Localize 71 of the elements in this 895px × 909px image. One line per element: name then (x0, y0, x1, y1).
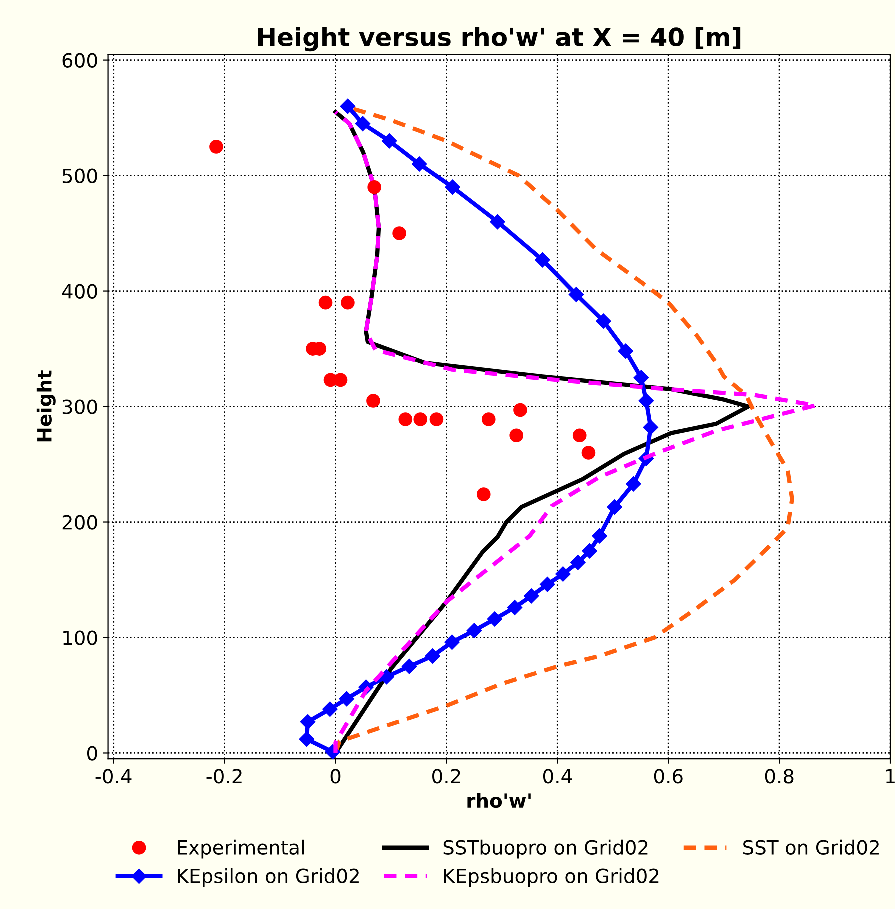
point (596, 314, 612, 329)
point (490, 214, 506, 230)
point (412, 156, 428, 172)
point (643, 420, 658, 436)
point (425, 648, 440, 664)
y-tick-label: 200 (62, 515, 98, 530)
point (482, 412, 496, 426)
y-tick-label: 500 (62, 168, 98, 184)
point (300, 714, 316, 730)
point (487, 612, 503, 627)
point (556, 566, 571, 582)
point (414, 412, 428, 426)
x-tick-label: 0.6 (654, 769, 683, 784)
x-tick-label: 0.8 (765, 769, 794, 784)
point (430, 412, 444, 426)
point (618, 344, 634, 359)
point (592, 528, 608, 544)
point (638, 393, 654, 409)
x-tick-label: 0.4 (543, 769, 572, 784)
x-tick-label: -0.4 (96, 769, 132, 784)
point (607, 500, 622, 515)
x-axis-title: rho'w' (468, 793, 531, 808)
point (210, 140, 224, 154)
point (341, 296, 355, 310)
point (524, 588, 540, 604)
point (570, 555, 586, 570)
legend-label: SST on Grid02 (744, 840, 879, 855)
x-tick-label: -0.2 (206, 769, 242, 784)
point (634, 370, 649, 386)
point (366, 394, 380, 408)
point (540, 577, 556, 592)
point (445, 180, 460, 195)
point (568, 287, 584, 302)
point (507, 600, 523, 616)
point (340, 98, 356, 114)
point (626, 476, 642, 492)
point (318, 296, 333, 310)
x-tick-label: 0 (330, 769, 341, 784)
point (510, 428, 524, 443)
legend-label: KEpsilon on Grid02 (178, 868, 359, 888)
x-tick-label: 1 (886, 769, 895, 784)
point (535, 252, 550, 268)
point (339, 691, 354, 707)
y-tick-label: 300 (62, 400, 98, 414)
y-axis-title: Height (36, 370, 56, 442)
legend-label: Experimental (178, 840, 304, 859)
legend-label: SSTbuopro on Grid02 (444, 840, 648, 859)
point (402, 659, 418, 674)
point (466, 623, 482, 638)
y-tick-label: 0 (87, 746, 98, 761)
point (355, 116, 371, 132)
point (582, 446, 596, 460)
legend-label: KEpsbuopro on Grid02 (444, 868, 659, 888)
y-tick-label: 400 (62, 284, 98, 299)
point (582, 544, 598, 559)
point (572, 428, 587, 443)
point (322, 702, 338, 717)
point (476, 488, 491, 502)
chart-title: Height versus rho'w' at X = 40 [m] (258, 27, 741, 52)
point (392, 226, 406, 240)
point (444, 634, 460, 650)
point (299, 732, 314, 747)
x-tick-label: 0.2 (432, 769, 460, 784)
y-tick-label: 600 (62, 53, 98, 68)
point (379, 669, 394, 685)
point (368, 180, 382, 194)
point (382, 134, 398, 149)
point (398, 412, 413, 426)
y-tick-label: 100 (64, 630, 98, 646)
point (514, 403, 528, 418)
point (334, 373, 348, 388)
